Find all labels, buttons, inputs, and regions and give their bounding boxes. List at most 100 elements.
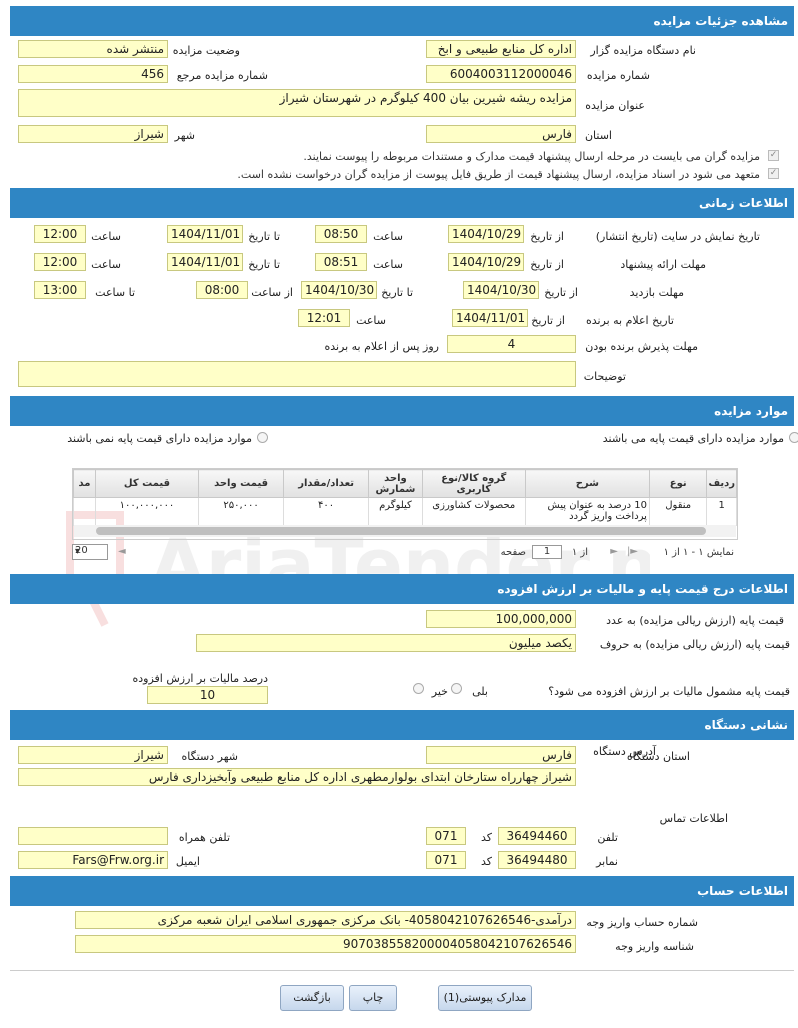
- pager-size-value: 20: [75, 545, 88, 556]
- pager-next-icon[interactable]: ►: [610, 546, 618, 557]
- org-province-field: فارس: [426, 746, 576, 764]
- has-base-price-label: موارد مزایده دارای قیمت پایه می باشند: [602, 432, 784, 445]
- org-province-label: استان دستگاه: [626, 750, 690, 763]
- vat-percent-label: درصد مالیات بر ارزش افزوده: [132, 672, 268, 685]
- org-address-label: آدرس دستگاه: [593, 745, 656, 758]
- attachments-button[interactable]: مدارک پیوستی(1): [438, 985, 532, 1011]
- pager-prev-icon[interactable]: ◄: [118, 546, 126, 557]
- section-header-price: اطلاعات درج قیمت پایه و مالیات بر ارزش ا…: [10, 574, 794, 604]
- phone-label: تلفن: [597, 831, 618, 844]
- col-type-header[interactable]: نوع: [648, 469, 708, 498]
- section-header-details: مشاهده جزئیات مزایده: [10, 6, 794, 36]
- display-date-label: تاریخ نمایش در سایت (تاریخ انتشار): [595, 230, 760, 243]
- accept-days-unit: روز پس از اعلام به برنده: [324, 340, 439, 353]
- cell-unit-price: ۲۵۰,۰۰۰: [198, 497, 285, 526]
- display-from-date-field: 1404/10/29: [448, 225, 524, 243]
- announce-from-date-label: از تاریخ: [531, 314, 565, 327]
- no-base-price-radio[interactable]: [257, 432, 268, 443]
- visit-from-date-field: 1404/10/30: [463, 281, 539, 299]
- cell-row: 1: [706, 497, 737, 526]
- payment-id-field: 907038558200004058042107626546: [75, 935, 576, 953]
- cell-group: محصولات کشاورزی: [421, 497, 526, 526]
- base-price-number-field: 100,000,000: [426, 610, 576, 628]
- org-city-field: شیراز: [18, 746, 168, 764]
- vat-no-radio[interactable]: [413, 683, 424, 694]
- fax-code-label: کد: [480, 855, 492, 868]
- vat-yes-radio[interactable]: [451, 683, 462, 694]
- cell-qty: ۴۰۰: [283, 497, 370, 526]
- offer-to-date-field: 1404/11/01: [167, 253, 243, 271]
- chevron-down-icon: ▾: [75, 546, 81, 557]
- vat-percent-field: 10: [147, 686, 268, 704]
- base-price-text-field: یکصد میلیون: [196, 634, 576, 652]
- org-address-field: شیراز چهارراه ستارخان ابتدای بولوارمطهری…: [18, 768, 576, 786]
- section-header-account: اطلاعات حساب: [10, 876, 794, 906]
- pager-page-input[interactable]: 1: [532, 545, 562, 559]
- cell-type: منقول: [648, 497, 708, 526]
- col-qty-header[interactable]: تعداد/مقدار: [283, 469, 370, 498]
- col-group-header[interactable]: گروه کالا/نوع کاربری: [421, 469, 526, 498]
- print-button[interactable]: چاپ: [349, 985, 397, 1011]
- pager-last-icon[interactable]: ►|: [626, 546, 638, 557]
- vat-no-label: خیر: [431, 685, 448, 698]
- accept-days-field: 4: [447, 335, 576, 353]
- status-label: وضعیت مزایده: [172, 44, 240, 57]
- number-label: شماره مزایده: [586, 69, 650, 82]
- col-desc-header[interactable]: شرح: [524, 469, 650, 498]
- display-to-time-label: ساعت: [91, 230, 121, 243]
- mobile-label: تلفن همراه: [178, 831, 230, 844]
- contact-info-title: اطلاعات تماس: [659, 812, 728, 825]
- no-attachment-commit-text: متعهد می شود در اسناد مزایده، ارسال پیشن…: [237, 168, 760, 181]
- col-row-header[interactable]: ردیف: [706, 469, 737, 498]
- offer-from-time-label: ساعت: [373, 258, 403, 271]
- phone-code-field: 071: [426, 827, 466, 845]
- ref-number-field: 456: [18, 65, 168, 83]
- scrollbar-thumb[interactable]: [96, 527, 706, 535]
- account-number-label: شماره حساب واریز وجه: [586, 916, 698, 929]
- col-total-price-header[interactable]: قیمت کل: [94, 469, 200, 498]
- offer-to-time-field: 12:00: [34, 253, 86, 271]
- visit-from-hour-label: از ساعت: [251, 286, 293, 299]
- fax-field: 36494480: [498, 851, 576, 869]
- fax-code-field: 071: [426, 851, 466, 869]
- offer-to-date-label: تا تاریخ: [248, 258, 280, 271]
- ref-number-label: شماره مزایده مرجع: [176, 69, 268, 82]
- display-to-date-label: تا تاریخ: [248, 230, 280, 243]
- no-attachment-commit-checkbox[interactable]: ✓: [768, 168, 779, 179]
- org-city-label: شهر دستگاه: [181, 750, 238, 763]
- no-base-price-label: موارد مزایده دارای قیمت پایه نمی باشند: [67, 432, 252, 445]
- grid-horizontal-scrollbar[interactable]: [74, 525, 736, 537]
- display-from-time-label: ساعت: [373, 230, 403, 243]
- col-unit-price-header[interactable]: قیمت واحد: [198, 469, 285, 498]
- payment-id-label: شناسه واریز وجه: [615, 940, 694, 953]
- base-price-number-label: قیمت پایه (ارزش ریالی مزایده) به عدد: [606, 614, 784, 627]
- items-table-header-row: ردیف نوع شرح گروه کالا/نوع کاربری واحد ش…: [73, 469, 737, 498]
- pager-size-select[interactable]: 20 ▾: [72, 544, 108, 560]
- has-base-price-radio[interactable]: [789, 432, 798, 443]
- divider: [10, 970, 794, 971]
- col-extra-header[interactable]: مد: [73, 469, 96, 498]
- section-header-items: موارد مزایده: [10, 396, 794, 426]
- province-label: استان: [584, 129, 612, 142]
- items-table: ردیف نوع شرح گروه کالا/نوع کاربری واحد ش…: [73, 469, 737, 526]
- phone-code-label: کد: [480, 831, 492, 844]
- items-grid: ردیف نوع شرح گروه کالا/نوع کاربری واحد ش…: [72, 468, 738, 540]
- cell-extra[interactable]: [73, 497, 96, 526]
- email-field: Fars@Frw.org.ir: [18, 851, 168, 869]
- cell-unit: کیلوگرم: [368, 497, 423, 526]
- announce-date-field: 1404/11/01: [452, 309, 528, 327]
- documents-required-checkbox[interactable]: ✓: [768, 150, 779, 161]
- offer-from-date-label: از تاریخ: [530, 258, 564, 271]
- back-button[interactable]: بازگشت: [280, 985, 344, 1011]
- table-row[interactable]: 1 منقول 10 درصد به عنوان پیش پرداخت واری…: [73, 497, 737, 526]
- section-header-address: نشانی دستگاه: [10, 710, 794, 740]
- offer-deadline-label: مهلت ارائه پیشنهاد: [620, 258, 706, 271]
- announce-time-field: 12:01: [298, 309, 350, 327]
- display-from-date-label: از تاریخ: [530, 230, 564, 243]
- col-unit-header[interactable]: واحد شمارش: [368, 469, 423, 498]
- city-field: شیراز: [18, 125, 168, 143]
- display-from-time-field: 08:50: [315, 225, 367, 243]
- mobile-field: [18, 827, 168, 845]
- pager-display-text: نمایش ۱ - ۱ از ۱: [663, 547, 734, 558]
- base-price-text-label: قیمت پایه (ارزش ریالی مزایده) به حروف: [599, 638, 790, 651]
